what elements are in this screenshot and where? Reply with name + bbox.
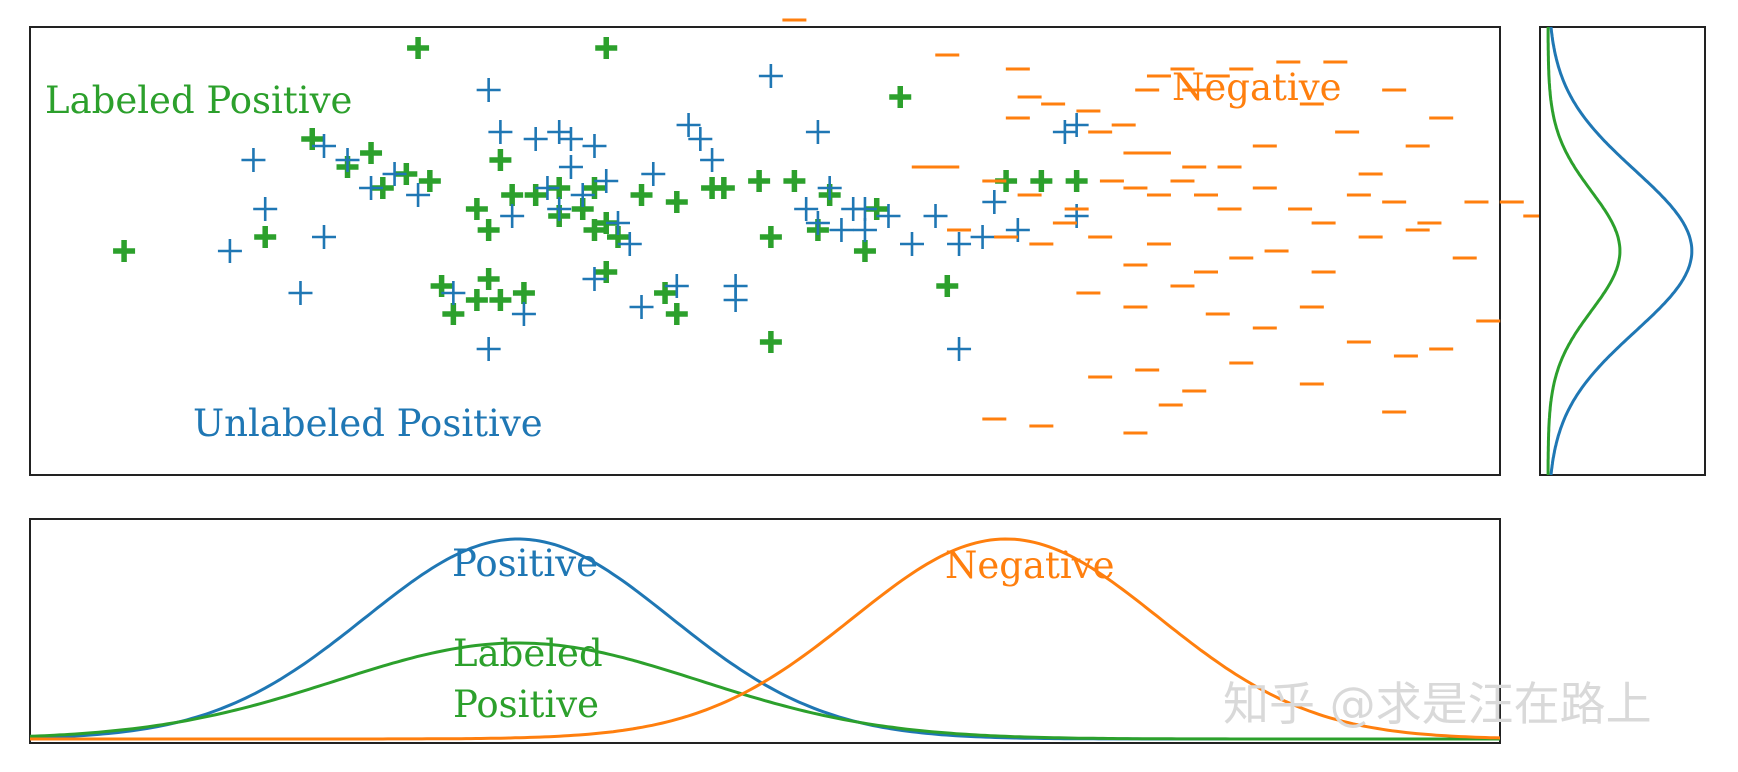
annotation-labeled-positive: Labeled Positive — [45, 79, 352, 122]
unlabeled-positive-point — [641, 162, 666, 186]
unlabeled-positive-point — [312, 134, 336, 158]
labeled-positive-point — [665, 303, 688, 325]
unlabeled-positive-point — [558, 127, 583, 151]
unlabeled-positive-point — [488, 120, 513, 144]
unlabeled-positive-point — [970, 225, 995, 249]
labeled-positive-point — [501, 184, 524, 206]
annotation-positive-curve: Positive — [452, 542, 598, 585]
labeled-positive-point — [489, 289, 512, 311]
unlabeled-positive-point — [476, 337, 501, 361]
labeled-positive-point — [254, 226, 277, 248]
labeled-positive-point — [465, 198, 488, 220]
scatter-marks — [113, 18, 1548, 435]
unlabeled-positive-point — [288, 281, 313, 305]
x-density-lines — [29, 537, 1501, 741]
unlabeled-positive-point — [700, 148, 725, 172]
labeled-positive-point — [712, 177, 735, 199]
annotation-labeled-curve-line2: Positive — [453, 683, 599, 726]
unlabeled-positive-point — [558, 155, 583, 179]
x-density-frame — [29, 518, 1501, 744]
labeled-positive-point — [1065, 170, 1088, 192]
unlabeled-positive-point — [664, 274, 689, 298]
unlabeled-positive-point — [594, 169, 619, 193]
unlabeled-positive-point — [758, 64, 783, 88]
labeled-positive-point — [465, 289, 488, 311]
unlabeled-positive-point — [253, 197, 278, 221]
unlabeled-positive-point — [511, 302, 536, 326]
labeled-positive-point — [477, 219, 500, 241]
labeled-positive-point — [442, 303, 465, 325]
unlabeled-positive-point — [582, 134, 607, 158]
unlabeled-positive-point — [1064, 113, 1089, 137]
unlabeled-positive-point — [476, 78, 501, 102]
unlabeled-positive-point — [406, 183, 431, 207]
unlabeled-positive-point — [805, 211, 830, 235]
unlabeled-positive-point — [852, 218, 877, 242]
unlabeled-positive-point — [923, 204, 948, 228]
y-density-curve-labeled-positive — [1546, 27, 1622, 475]
unlabeled-positive-point — [805, 120, 830, 144]
labeled-positive-point — [583, 219, 606, 241]
unlabeled-positive-point — [217, 239, 242, 263]
unlabeled-positive-point — [359, 176, 384, 200]
unlabeled-positive-point — [852, 197, 877, 221]
unlabeled-positive-point — [617, 232, 642, 256]
labeled-positive-point — [407, 37, 430, 59]
unlabeled-positive-point — [523, 127, 548, 151]
unlabeled-positive-point — [723, 288, 748, 312]
annotation-negative-curve: Negative — [945, 544, 1115, 587]
labeled-positive-point — [418, 170, 441, 192]
unlabeled-positive-point — [947, 232, 972, 256]
unlabeled-positive-point — [676, 113, 701, 137]
unlabeled-positive-point — [535, 176, 560, 200]
labeled-positive-point — [113, 240, 136, 262]
unlabeled-positive-point — [876, 204, 901, 228]
annotation-unlabeled-positive: Unlabeled Positive — [193, 402, 543, 445]
watermark: 知乎 @求是汪在路上 — [1223, 677, 1652, 731]
labeled-positive-point — [936, 275, 959, 297]
labeled-positive-point — [489, 149, 512, 171]
unlabeled-positive-point — [688, 127, 713, 151]
annotation-negative: Negative — [1172, 66, 1342, 109]
labeled-positive-point — [759, 331, 782, 353]
unlabeled-positive-point — [817, 176, 842, 200]
unlabeled-positive-point — [241, 148, 266, 172]
labeled-positive-point — [783, 170, 806, 192]
y-density-frame — [1539, 26, 1706, 476]
unlabeled-positive-point — [794, 197, 819, 221]
unlabeled-positive-point — [582, 267, 607, 291]
labeled-positive-point — [512, 282, 535, 304]
labeled-positive-point — [1030, 170, 1053, 192]
labeled-positive-point — [853, 240, 876, 262]
unlabeled-positive-point — [900, 232, 924, 256]
unlabeled-positive-point — [982, 190, 1007, 214]
unlabeled-positive-point — [500, 204, 525, 228]
labeled-positive-point — [630, 184, 653, 206]
labeled-positive-point — [360, 142, 383, 164]
unlabeled-positive-point — [629, 295, 654, 319]
y-density-curve-positive — [1549, 26, 1694, 476]
density-curve-labeled-positive — [29, 641, 1500, 741]
density-curve-negative — [30, 537, 1501, 741]
labeled-positive-point — [759, 226, 782, 248]
labeled-positive-point — [665, 191, 688, 213]
unlabeled-positive-point — [570, 183, 595, 207]
labeled-positive-point — [889, 86, 912, 108]
unlabeled-positive-point — [441, 281, 466, 305]
unlabeled-positive-point — [382, 162, 407, 186]
unlabeled-positive-point — [312, 225, 336, 249]
unlabeled-positive-point — [547, 197, 572, 221]
labeled-positive-point — [477, 268, 500, 290]
unlabeled-positive-point — [829, 218, 854, 242]
y-density-lines — [1546, 26, 1694, 476]
unlabeled-positive-point — [606, 211, 630, 235]
labeled-positive-point — [748, 170, 771, 192]
scatter-frame — [29, 26, 1501, 476]
labeled-positive-point — [595, 37, 618, 59]
unlabeled-positive-point — [947, 337, 972, 361]
annotation-labeled-curve-line1: Labeled — [453, 632, 603, 675]
unlabeled-positive-point — [335, 148, 360, 172]
